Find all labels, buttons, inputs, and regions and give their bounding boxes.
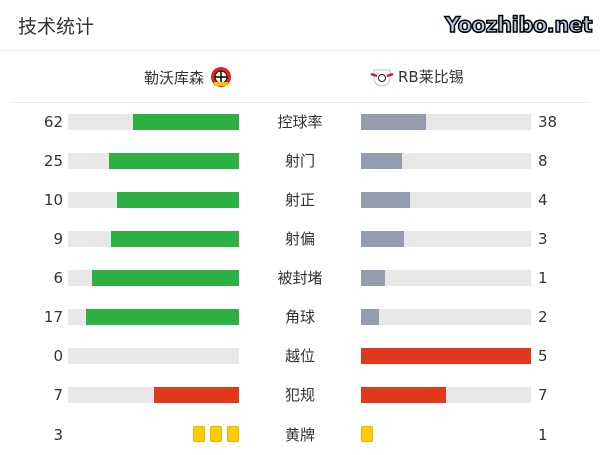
yellow-card-icon (210, 426, 222, 442)
away-bar-fill (361, 270, 386, 286)
home-bar (68, 387, 239, 403)
page-title: 技术统计 (18, 16, 95, 38)
home-bar (68, 114, 239, 130)
home-value: 3 (53, 426, 63, 444)
stat-row: 25 射门 8 (0, 151, 600, 171)
home-bar (68, 153, 239, 169)
away-value: 3 (538, 230, 548, 248)
away-bar (361, 153, 531, 169)
away-bar (361, 348, 531, 364)
away-value: 5 (538, 347, 548, 365)
stat-label: 射正 (284, 191, 315, 209)
away-bar-fill (361, 348, 531, 364)
stat-label: 射偏 (284, 230, 315, 248)
home-bar-fill (85, 309, 239, 325)
away-value: 1 (538, 426, 548, 444)
stat-row: 10 射正 4 (0, 190, 600, 210)
home-bar-fill (153, 387, 239, 403)
stat-label: 黄牌 (284, 426, 315, 444)
home-bar-fill (132, 114, 239, 130)
away-bar (361, 387, 531, 403)
away-bar-fill (361, 192, 410, 208)
stat-row: 9 射偏 3 (0, 229, 600, 249)
away-bar-fill (361, 387, 446, 403)
home-value: 7 (53, 386, 63, 404)
stat-label: 越位 (284, 347, 315, 365)
stat-label: 被封堵 (277, 269, 323, 287)
away-value: 1 (538, 269, 548, 287)
home-bar-fill (110, 231, 239, 247)
yellow-card-icon (227, 426, 239, 442)
away-yellow-cards (361, 426, 373, 442)
home-team-name: 勒沃库森 (144, 68, 205, 87)
watermark: Yoozhibo.net (444, 12, 593, 38)
stat-label: 射门 (284, 152, 315, 170)
bayer-leverkusen-crest-icon (211, 67, 232, 87)
away-bar-fill (361, 114, 426, 130)
away-value: 4 (538, 191, 548, 209)
home-value: 9 (53, 230, 63, 248)
home-value: 0 (53, 347, 63, 365)
stat-row-yellow-cards: 3 黄牌 1 (0, 425, 600, 445)
away-value: 8 (538, 152, 548, 170)
home-value: 17 (43, 308, 63, 326)
stat-row: 7 犯规 7 (0, 385, 600, 405)
stat-label: 角球 (284, 308, 315, 326)
home-value: 6 (53, 269, 63, 287)
stat-row: 17 角球 2 (0, 307, 600, 327)
home-bar (68, 348, 239, 364)
away-bar-fill (361, 153, 403, 169)
away-team-name: RB莱比锡 (398, 68, 464, 86)
away-bar (361, 231, 531, 247)
away-team: RB莱比锡 (370, 66, 464, 87)
away-value: 38 (538, 113, 558, 131)
stat-label: 控球率 (277, 113, 323, 131)
home-bar (68, 192, 239, 208)
yellow-card-icon (361, 426, 373, 442)
away-value: 2 (538, 308, 548, 326)
away-bar (361, 192, 531, 208)
divider (12, 102, 588, 103)
rb-leipzig-crest-icon (370, 69, 394, 87)
stat-row: 6 被封堵 1 (0, 268, 600, 288)
away-bar (361, 114, 531, 130)
home-bar-fill (109, 153, 239, 169)
home-bar (68, 231, 239, 247)
home-bar-fill (92, 270, 239, 286)
home-value: 10 (43, 191, 63, 209)
home-bar (68, 309, 239, 325)
stat-label: 犯规 (284, 386, 315, 404)
home-value: 62 (43, 113, 63, 131)
away-bar-fill (361, 309, 379, 325)
away-bar-fill (361, 231, 404, 247)
home-team: 勒沃库森 (144, 66, 234, 88)
stat-row: 0 越位 5 (0, 346, 600, 366)
yellow-card-icon (193, 426, 205, 442)
home-value: 25 (43, 152, 63, 170)
away-bar (361, 309, 531, 325)
away-bar (361, 270, 531, 286)
home-yellow-cards (193, 426, 239, 442)
stat-row: 62 控球率 38 (0, 112, 600, 132)
away-value: 7 (538, 386, 548, 404)
home-bar (68, 270, 239, 286)
home-bar-fill (116, 192, 239, 208)
divider (0, 50, 600, 51)
